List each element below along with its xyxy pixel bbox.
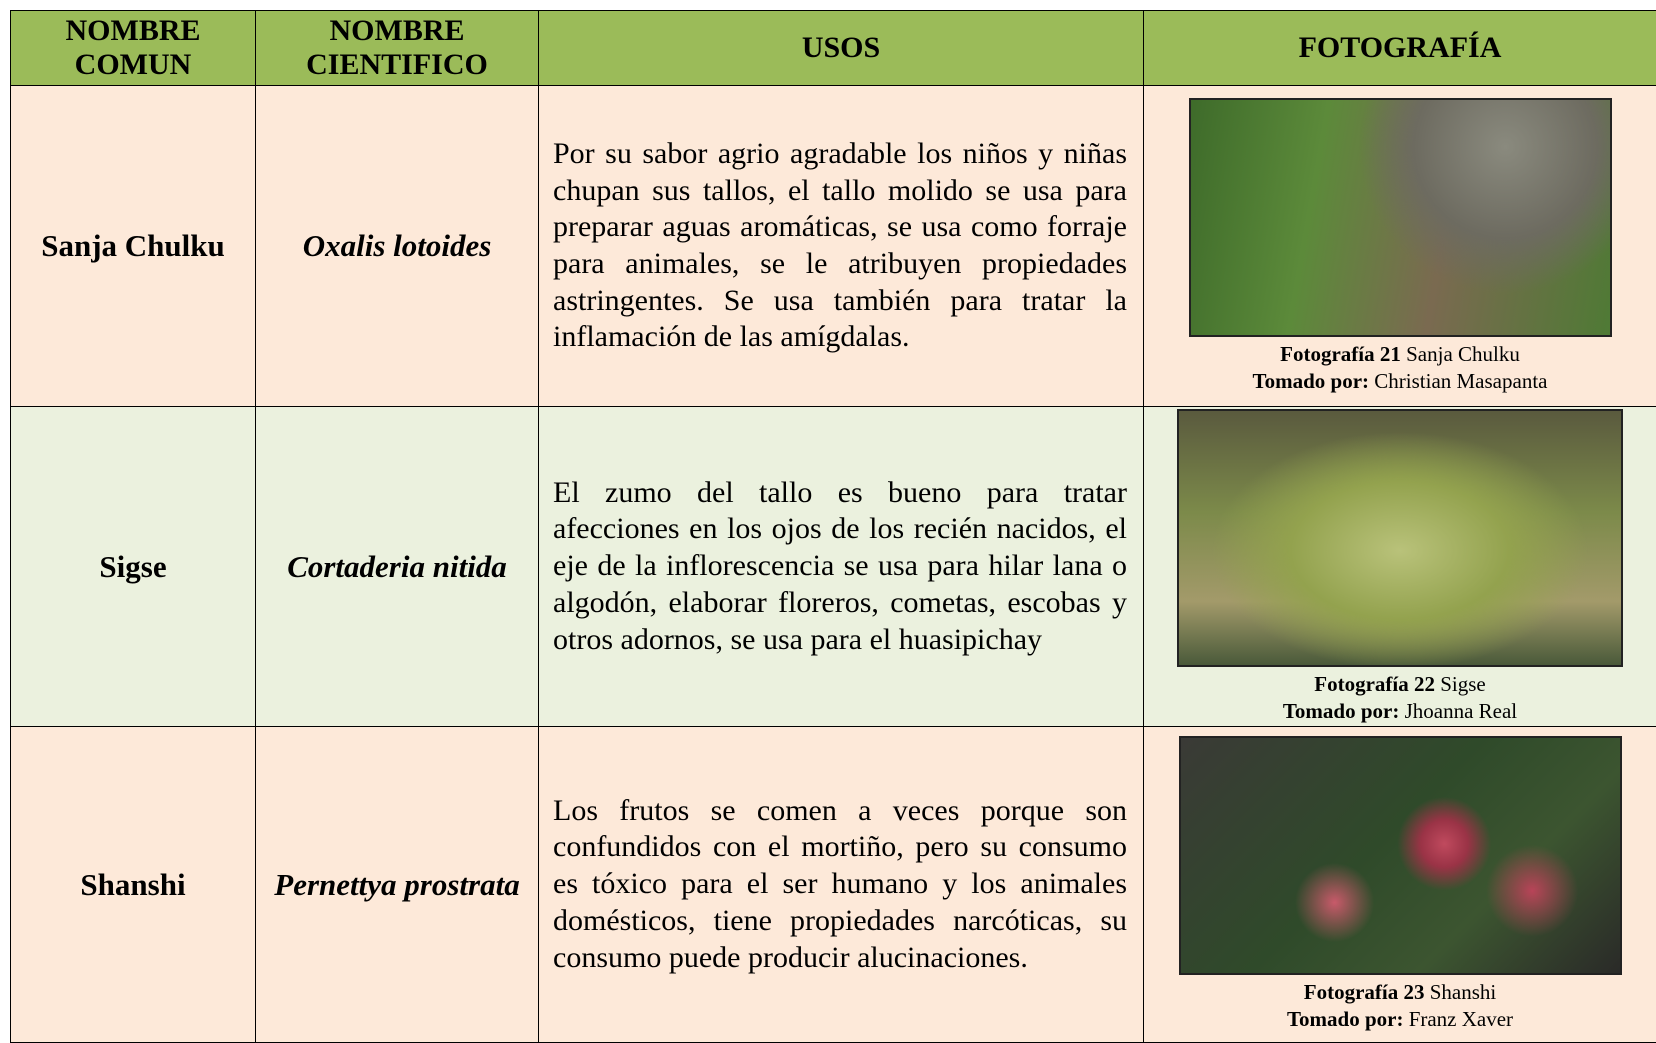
caption-label: Tomado por: (1286, 1007, 1404, 1031)
caption-author: Franz Xaver (1408, 1007, 1514, 1031)
photo (1188, 97, 1612, 337)
row: Shanshi Pernettya prostrata Los frutos s… (10, 726, 1656, 1043)
header-row: NOMBRE COMUN NOMBRE CIENTIFICO USOS FOTO… (10, 10, 1656, 86)
caption-name: Sanja Chulku (1406, 341, 1520, 366)
photo (1178, 736, 1622, 975)
uses: Los frutos se comen a veces porque son c… (538, 726, 1144, 1043)
caption: Fotografía 21 Sanja Chulku Tomado por: Ch… (1144, 341, 1656, 395)
uses: Por su sabor agrio agradable los niños y… (538, 85, 1144, 407)
photo-cell: Fotografía 22 Sigse Tomado por: Jhoanna R… (1143, 406, 1656, 727)
photo-cell: Fotografía 21 Sanja Chulku Tomado por: Ch… (1143, 85, 1656, 407)
caption-name: Shanshi (1429, 980, 1497, 1004)
header-cell: NOMBRE COMUN (10, 10, 256, 86)
header-cell: FOTOGRAFÍA (1143, 10, 1656, 86)
caption-label: Fotografía 22 (1314, 671, 1435, 696)
caption-label: Fotografía 23 (1303, 980, 1425, 1004)
row: Sanja Chulku Oxalis lotoides Por su sabo… (10, 85, 1656, 407)
header-cell: USOS (538, 10, 1144, 86)
header-cell: NOMBRE CIENTIFICO (255, 10, 539, 86)
plant-table: NOMBRE COMUN NOMBRE CIENTIFICO USOS FOTO… (10, 10, 1656, 1043)
caption-author: Jhoanna Real (1404, 698, 1518, 723)
caption-label: Fotografía 21 (1280, 341, 1401, 366)
caption-label: Tomado por: (1252, 368, 1370, 393)
scientific-name: Cortaderia nitida (255, 406, 539, 727)
scientific-name: Oxalis lotoides (255, 85, 539, 407)
common-name: Sanja Chulku (10, 85, 256, 407)
common-name: Sigse (10, 406, 256, 727)
common-name: Shanshi (10, 726, 256, 1043)
uses: El zumo del tallo es bueno para tratar a… (538, 406, 1144, 727)
caption-author: Christian Masapanta (1374, 368, 1548, 393)
caption: Fotografía 22 Sigse Tomado por: Jhoanna R… (1144, 671, 1656, 725)
scientific-name: Pernettya prostrata (255, 726, 539, 1043)
caption-name: Sigse (1440, 671, 1486, 696)
caption: Fotografía 23 Shanshi Tomado por: Franz X… (1144, 979, 1656, 1033)
photo (1177, 408, 1623, 667)
caption-label: Tomado por: (1282, 698, 1400, 723)
row: Sigse Cortaderia nitida El zumo del tall… (10, 406, 1656, 727)
photo-cell: Fotografía 23 Shanshi Tomado por: Franz X… (1143, 726, 1656, 1043)
